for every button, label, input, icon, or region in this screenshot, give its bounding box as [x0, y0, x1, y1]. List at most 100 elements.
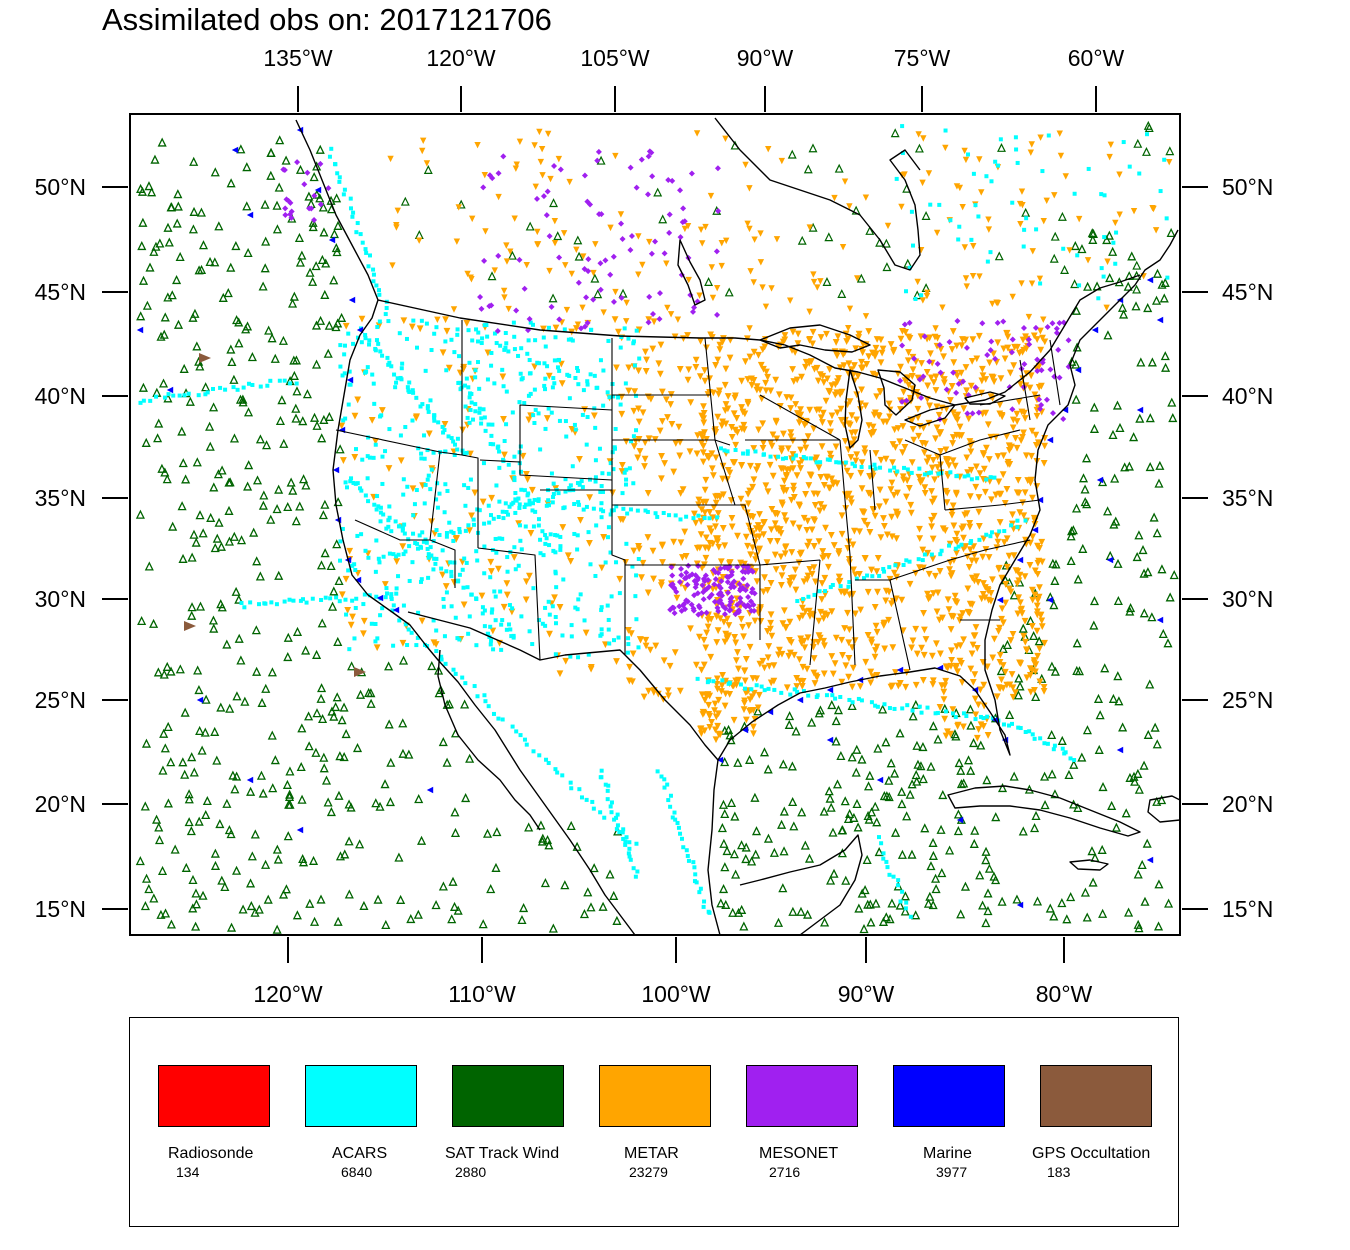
mesonet-marker	[500, 153, 507, 160]
acars-marker	[847, 697, 852, 702]
acars-marker	[977, 537, 982, 542]
sat-wind-marker	[423, 165, 433, 174]
metar-marker	[760, 365, 767, 373]
acars-marker	[223, 387, 228, 392]
metar-marker	[840, 362, 848, 370]
metar-marker	[1021, 617, 1029, 625]
metar-marker	[706, 375, 714, 383]
sat-wind-marker	[739, 921, 749, 931]
sat-wind-marker	[298, 853, 308, 864]
metar-marker	[918, 360, 925, 367]
mesonet-marker	[627, 164, 634, 171]
acars-marker	[426, 555, 431, 560]
sat-wind-marker	[217, 875, 227, 885]
acars-marker	[348, 479, 353, 484]
sat-wind-marker	[442, 757, 452, 767]
metar-marker	[782, 487, 790, 494]
metar-marker	[927, 350, 934, 358]
acars-marker	[606, 783, 611, 788]
acars-marker	[623, 842, 628, 847]
acars-marker	[364, 369, 369, 374]
metar-marker	[693, 130, 701, 137]
mesonet-marker	[748, 598, 755, 605]
metar-marker	[953, 549, 960, 557]
sat-wind-marker	[1047, 769, 1057, 779]
sat-wind-marker	[1030, 823, 1040, 833]
sat-wind-marker	[177, 426, 187, 436]
acars-marker	[489, 363, 494, 368]
acars-marker	[1137, 171, 1142, 176]
acars-marker	[697, 890, 702, 895]
metar-marker	[998, 413, 1006, 421]
metar-marker	[660, 657, 668, 665]
mesonet-marker	[678, 565, 685, 572]
mesonet-marker	[972, 384, 979, 391]
acars-marker	[441, 597, 446, 602]
metar-marker	[921, 484, 929, 492]
metar-marker	[768, 505, 776, 513]
sat-wind-marker	[1145, 461, 1155, 472]
metar-marker	[531, 363, 539, 371]
mesonet-marker	[581, 266, 588, 273]
metar-marker	[804, 517, 812, 525]
acars-marker	[560, 633, 565, 638]
sat-wind-marker	[283, 831, 293, 841]
sat-wind-marker	[179, 363, 189, 373]
metar-marker	[825, 563, 832, 571]
metar-marker	[872, 622, 880, 630]
metar-marker	[751, 617, 759, 625]
metar-marker	[858, 358, 865, 366]
metar-marker	[842, 588, 850, 596]
acars-marker	[628, 857, 633, 862]
metar-marker	[765, 662, 773, 670]
acars-marker	[599, 768, 604, 773]
acars-marker	[370, 372, 375, 377]
acars-marker	[387, 551, 392, 556]
sat-wind-marker	[162, 474, 172, 484]
mesonet-marker	[666, 229, 673, 236]
acars-marker	[900, 889, 905, 894]
metar-marker	[1034, 439, 1042, 447]
sat-wind-marker	[750, 792, 760, 802]
metar-marker	[951, 462, 959, 470]
mesonet-marker	[727, 598, 734, 605]
acars-marker	[463, 528, 468, 533]
mesonet-marker	[678, 572, 685, 579]
mesonet-marker	[717, 589, 724, 596]
metar-marker	[408, 323, 416, 331]
marine-marker	[1106, 556, 1114, 564]
acars-marker	[922, 552, 927, 557]
sat-wind-marker	[486, 884, 496, 894]
acars-marker	[378, 519, 383, 524]
metar-marker	[1029, 533, 1037, 541]
acars-marker	[432, 413, 437, 418]
acars-marker	[1102, 235, 1107, 240]
acars-marker	[477, 410, 482, 415]
sat-wind-marker	[231, 586, 241, 596]
acars-marker	[576, 500, 581, 505]
sat-wind-marker	[1064, 769, 1074, 780]
sat-wind-marker	[1071, 394, 1081, 404]
acars-marker	[672, 810, 677, 815]
sat-wind-marker	[1123, 281, 1133, 291]
metar-marker	[869, 370, 877, 378]
acars-marker	[351, 341, 356, 346]
metar-marker	[792, 401, 800, 408]
acars-marker	[988, 250, 993, 255]
metar-marker	[673, 594, 681, 602]
metar-marker	[837, 405, 845, 413]
sat-wind-marker	[574, 251, 584, 261]
acars-marker	[346, 568, 351, 573]
marine-marker	[328, 236, 336, 244]
acars-marker	[380, 353, 385, 358]
metar-marker	[1130, 207, 1138, 215]
metar-marker	[932, 325, 939, 332]
metar-marker	[701, 486, 709, 494]
metar-marker	[917, 333, 925, 341]
mesonet-marker	[283, 196, 290, 203]
sat-wind-marker	[885, 914, 895, 924]
sat-wind-marker	[209, 402, 219, 412]
sat-wind-marker	[297, 250, 307, 260]
acars-marker	[503, 501, 508, 506]
acars-marker	[422, 456, 427, 461]
